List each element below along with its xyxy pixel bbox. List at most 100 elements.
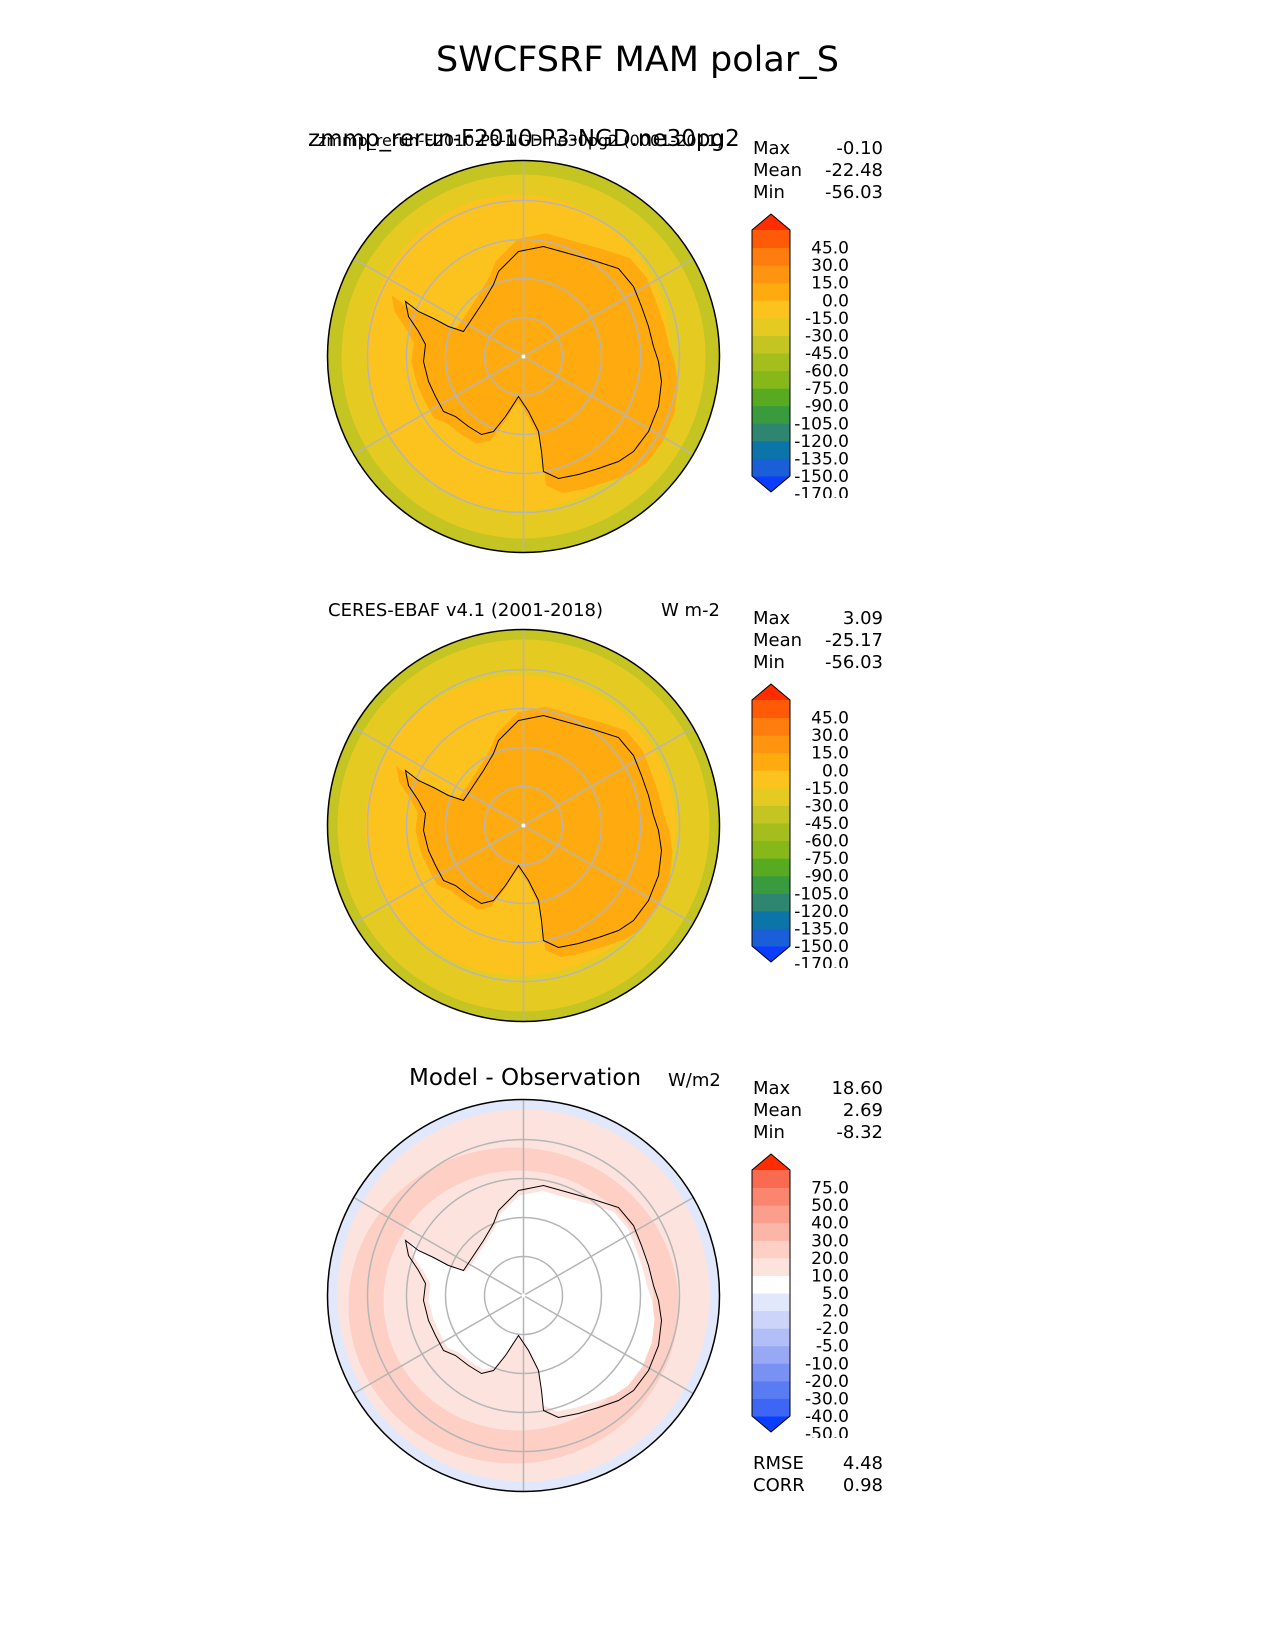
colorbar-segment (752, 875, 790, 894)
colorbar-segment (752, 1293, 790, 1312)
colorbar-segment (752, 317, 790, 336)
panel1-stats: Max -0.10 Mean -22.48 Min -56.03 (753, 138, 883, 204)
panel1-polar-map (326, 159, 721, 554)
colorbar-tick-label: -2.0 (816, 1319, 849, 1339)
colorbar-tick-label: 0.0 (822, 761, 849, 781)
colorbar-tick-label: 2.0 (822, 1302, 849, 1322)
antarctica-coastline (404, 1184, 663, 1419)
colorbar-tick-label: -45.0 (805, 344, 849, 364)
pole-marker (521, 1293, 526, 1298)
meridian-gridline (523, 824, 694, 925)
colorbar-segment (752, 388, 790, 407)
meridian-gridline (523, 355, 694, 456)
colorbar-tick-label: 30.0 (811, 726, 849, 746)
colorbar-segment (752, 770, 790, 789)
colorbar-segment (752, 735, 790, 754)
meridian-gridline (523, 257, 694, 358)
colorbar-segment (752, 423, 790, 442)
map-boundary (326, 628, 721, 1023)
colorbar-segment (752, 1275, 790, 1294)
colorbar-tick-label: -30.0 (805, 326, 849, 346)
colorbar-outline (751, 213, 791, 493)
colorbar-segment (752, 265, 790, 284)
colorbar-segment (752, 1257, 790, 1276)
colorbar-extend-min (752, 946, 790, 962)
colorbar-tick-label: 45.0 (811, 239, 849, 259)
colorbar-tick-label: -90.0 (805, 397, 849, 417)
stat-max: Max 18.60 (753, 1078, 883, 1099)
colorbar-tick-label: 15.0 (811, 274, 849, 294)
stat-min: Min -8.32 (753, 1122, 883, 1143)
colorbar-segment (752, 928, 790, 947)
colorbar-segment (752, 1398, 790, 1417)
stat-corr: CORR 0.98 (753, 1475, 883, 1496)
stat-rmse: RMSE 4.48 (753, 1453, 883, 1474)
colorbar-segment (752, 717, 790, 736)
colorbar-segment (752, 458, 790, 477)
meridian-gridline (353, 726, 524, 827)
colorbar-tick-label: -60.0 (805, 832, 849, 852)
colorbar-tick-label: -150.0 (794, 467, 849, 487)
colorbar-extend-max (752, 684, 790, 700)
panel3-colorbar: 75.050.040.030.020.010.05.02.0-2.0-5.0-1… (751, 1153, 849, 1438)
colorbar-segment (752, 1222, 790, 1241)
panel1-subtitle: zmmp_rerun-F2010-P3-NGD.ne30pg2 (0001-20… (318, 131, 724, 150)
panel2-polar-map (326, 628, 721, 1023)
colorbar-tick-label: -90.0 (805, 867, 849, 887)
colorbar-tick-label: -15.0 (805, 309, 849, 329)
colorbar-tick-label: -120.0 (794, 432, 849, 452)
colorbar-tick-label: 40.0 (811, 1214, 849, 1234)
colorbar-segment (752, 300, 790, 319)
colorbar-segment (752, 1205, 790, 1224)
colorbar-tick-label: -45.0 (805, 814, 849, 834)
colorbar-tick-label: 0.0 (822, 291, 849, 311)
colorbar-segment (752, 1240, 790, 1259)
colorbar-segment (752, 353, 790, 372)
stat-mean: Mean 2.69 (753, 1100, 883, 1121)
colorbar-extend-max (752, 1154, 790, 1170)
colorbar-segment (752, 823, 790, 842)
colorbar-tick-label: -40.0 (805, 1407, 849, 1427)
colorbar-segment (752, 230, 790, 249)
meridian-gridline (353, 824, 524, 925)
colorbar-tick-label: 20.0 (811, 1249, 849, 1269)
colorbar-tick-label: -30.0 (805, 1389, 849, 1409)
colorbar-tick-label: -15.0 (805, 779, 849, 799)
meridian-gridline (523, 1294, 694, 1395)
colorbar-extend-min (752, 476, 790, 492)
antarctica-coastline (404, 245, 663, 480)
colorbar-tick-label: -170.0 (794, 955, 849, 968)
colorbar-outline (751, 1153, 791, 1433)
colorbar-tick-label: -5.0 (816, 1337, 849, 1357)
map-boundary (326, 1098, 721, 1493)
figure-title: SWCFSRF MAM polar_S (436, 40, 839, 80)
colorbar-segment (752, 335, 790, 354)
colorbar-tick-label: 5.0 (822, 1284, 849, 1304)
colorbar-tick-label: 30.0 (811, 1231, 849, 1251)
panel3-units: W/m2 (668, 1070, 721, 1091)
colorbar-segment (752, 840, 790, 859)
meridian-gridline (523, 1196, 694, 1297)
colorbar-tick-label: -10.0 (805, 1354, 849, 1374)
colorbar-tick-label: 45.0 (811, 709, 849, 729)
colorbar-segment (752, 893, 790, 912)
colorbar-segment (752, 787, 790, 806)
meridian-gridline (353, 1196, 524, 1297)
colorbar-segment (752, 1328, 790, 1347)
colorbar-segment (752, 1187, 790, 1206)
colorbar-segment (752, 910, 790, 929)
map-boundary (326, 159, 721, 554)
colorbar-tick-label: 50.0 (811, 1196, 849, 1216)
stat-min: Min -56.03 (753, 182, 883, 203)
colorbar-segment (752, 247, 790, 266)
colorbar-tick-label: -75.0 (805, 849, 849, 869)
colorbar-segment (752, 858, 790, 877)
stat-mean: Mean -22.48 (753, 160, 883, 181)
colorbar-tick-label: -30.0 (805, 796, 849, 816)
colorbar-segment (752, 405, 790, 424)
colorbar-segment (752, 805, 790, 824)
panel2-stats: Max 3.09 Mean -25.17 Min -56.03 (753, 608, 883, 674)
colorbar-tick-label: 30.0 (811, 256, 849, 276)
stat-max: Max -0.10 (753, 138, 883, 159)
colorbar-tick-label: 15.0 (811, 744, 849, 764)
